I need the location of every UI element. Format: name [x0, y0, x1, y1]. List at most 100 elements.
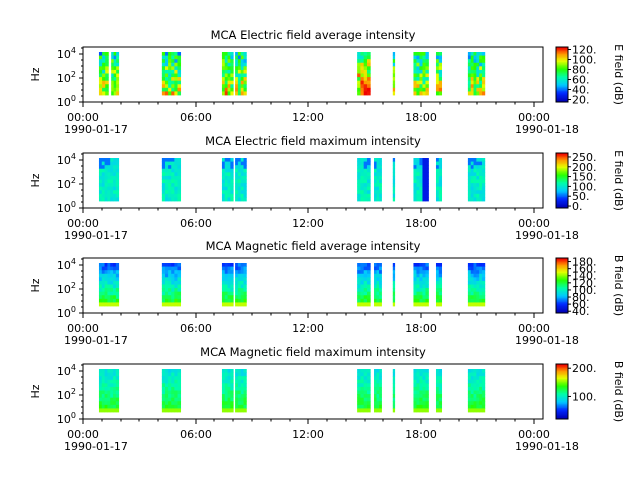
heatmap-cell: [98, 77, 103, 82]
heatmap-cell: [110, 193, 114, 198]
heatmap-cell: [360, 59, 365, 64]
heatmap-cell: [168, 394, 172, 399]
heatmap-cell: [235, 369, 239, 373]
colorbar-frame: [555, 152, 569, 209]
heatmap-cell: [243, 87, 247, 92]
heatmap-cell: [237, 73, 242, 78]
heatmap-cell: [115, 288, 120, 293]
heatmap-cell: [481, 59, 486, 64]
heatmap-cell: [470, 401, 474, 406]
heatmap-cell: [481, 55, 486, 60]
heatmap-cell: [237, 376, 242, 381]
heatmap-cell: [168, 404, 172, 409]
heatmap-cell: [227, 386, 231, 391]
heatmap-cell: [470, 408, 474, 413]
heatmap-cell: [473, 52, 477, 56]
heatmap-cell: [221, 394, 226, 399]
heatmap-cell: [366, 62, 371, 67]
heatmap-cell: [113, 273, 117, 278]
heatmap-cell: [116, 73, 120, 78]
heatmap-cell: [168, 270, 172, 275]
heatmap-cell: [363, 383, 368, 388]
colorbar-frame: [555, 257, 569, 314]
heatmap-cell: [102, 77, 106, 82]
heatmap-cell: [379, 404, 382, 409]
heatmap-cell: [224, 270, 228, 275]
heatmap-cell: [392, 62, 396, 67]
heatmap-cell: [438, 91, 443, 96]
heatmap-cell: [113, 277, 117, 282]
x-tick-label: 00:00: [67, 217, 99, 230]
heatmap-cell: [104, 183, 108, 188]
heatmap-cell: [177, 376, 182, 381]
heatmap-cell: [161, 172, 166, 177]
heatmap-cell: [107, 390, 111, 395]
y-tick-label: 100: [57, 411, 76, 426]
heatmap-cell: [102, 52, 106, 56]
heatmap-cell: [161, 91, 166, 96]
colorbar-segment: [556, 89, 568, 92]
colorbar-segment: [556, 97, 568, 100]
heatmap-cell: [470, 266, 474, 271]
heatmap-cell: [422, 158, 426, 162]
heatmap-cell: [161, 84, 166, 89]
heatmap-cell: [101, 179, 105, 184]
heatmap-cell: [413, 87, 417, 92]
heatmap-cell: [357, 376, 361, 381]
heatmap-cell: [481, 161, 486, 166]
heatmap-cell: [425, 158, 429, 162]
heatmap-cell: [360, 369, 365, 373]
heatmap-cell: [168, 193, 172, 198]
heatmap-cell: [357, 69, 361, 74]
heatmap-cell: [438, 277, 443, 282]
heatmap-cell: [416, 80, 420, 85]
heatmap-cell: [481, 52, 486, 56]
heatmap-cell: [221, 295, 226, 300]
heatmap-cell: [113, 179, 117, 184]
heatmap-cell: [425, 386, 429, 391]
heatmap-cell: [111, 73, 115, 78]
heatmap-cell: [435, 73, 440, 78]
heatmap-cell: [243, 266, 247, 271]
heatmap-cell: [164, 183, 169, 188]
heatmap-cell: [171, 183, 175, 188]
heatmap-cell: [422, 394, 426, 399]
heatmap-cell: [376, 277, 380, 282]
heatmap-cell: [376, 408, 380, 413]
heatmap-cell: [113, 193, 117, 198]
heatmap-cell: [221, 302, 226, 307]
heatmap-cell: [115, 408, 120, 413]
heatmap-cell: [224, 291, 228, 296]
heatmap-cell: [357, 386, 361, 391]
heatmap-cell: [237, 369, 242, 373]
heatmap-cell: [366, 369, 371, 373]
heatmap-cell: [168, 84, 172, 89]
heatmap-cell: [422, 284, 426, 289]
heatmap-cell: [164, 263, 169, 267]
heatmap-cell: [419, 193, 423, 198]
heatmap-cell: [224, 295, 228, 300]
heatmap-cell: [224, 273, 228, 278]
heatmap-cell: [235, 372, 239, 377]
heatmap-cell: [479, 186, 483, 191]
colorbar-segment: [556, 88, 568, 91]
colorbar-segment: [556, 405, 568, 408]
heatmap-cell: [115, 379, 120, 384]
heatmap-cell: [224, 62, 228, 67]
colorbar-segment: [556, 280, 568, 282]
heatmap-cell: [110, 263, 114, 267]
heatmap-cell: [470, 77, 474, 82]
colorbar-segment: [556, 86, 568, 89]
heatmap-cell: [243, 62, 247, 67]
heatmap-cell: [101, 186, 105, 191]
heatmap-cell: [363, 369, 368, 373]
heatmap-cell: [470, 69, 474, 74]
heatmap-cell: [473, 175, 477, 180]
heatmap-cell: [243, 172, 247, 177]
heatmap-cell: [438, 87, 443, 92]
heatmap-cell: [425, 397, 429, 402]
heatmap-cell: [467, 397, 472, 402]
heatmap-cell: [413, 69, 417, 74]
heatmap-cell: [379, 273, 382, 278]
heatmap-cell: [476, 175, 480, 180]
